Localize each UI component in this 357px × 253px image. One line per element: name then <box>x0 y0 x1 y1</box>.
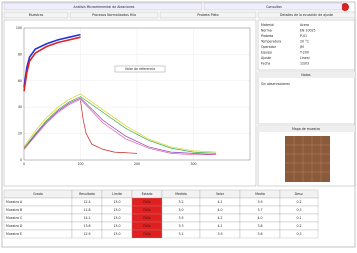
table-cell-text: 3.2 <box>178 200 183 204</box>
x-tick-label: 100 <box>77 162 83 166</box>
detail-value: Acero <box>300 23 309 27</box>
header-text: Análisis Microelemental de Aleaciones <box>74 5 135 9</box>
table-cell-text: 4.0 <box>257 216 262 220</box>
table-cell-text: Fallo <box>143 224 150 228</box>
table-header: Medida <box>175 192 187 196</box>
y-tick-label: 0 <box>20 158 22 162</box>
table-cell-text: 3.6 <box>257 232 262 236</box>
table-cell-text: 0.2 <box>296 224 301 228</box>
table-cell-text: 3.9 <box>217 232 222 236</box>
detail-value: 12/03 <box>300 62 309 66</box>
table-cell-text: 15.0 <box>113 232 120 236</box>
table-cell-text: 3.7 <box>257 208 262 212</box>
table-cell-text: 0.3 <box>296 208 301 212</box>
table-cell-text: Fallo <box>143 232 150 236</box>
table-cell-text: 3.1 <box>178 232 183 236</box>
x-tick-label: 0 <box>23 162 25 166</box>
notes-title: Notas <box>301 73 311 77</box>
subheader-text: Muestras <box>29 13 44 17</box>
close-icon[interactable] <box>341 3 349 11</box>
table-cell-text: 15.0 <box>113 208 120 212</box>
x-tick-label: 200 <box>134 162 140 166</box>
y-tick-label: 60 <box>18 79 22 83</box>
notes-text: Sin observaciones <box>261 82 290 86</box>
annotation: Valor de referencia <box>125 67 155 71</box>
table-header: Desv. <box>295 192 304 196</box>
detail-value: P-01 <box>300 34 307 38</box>
map-title: Mapa de muestra <box>292 127 320 131</box>
detail-value: 20 °C <box>300 40 310 44</box>
table-header: Grado <box>33 192 43 196</box>
table-cell-text: 4.0 <box>217 208 222 212</box>
row-label: Muestra A <box>6 200 23 204</box>
table-cell-text: 3.3 <box>178 224 183 228</box>
row-label: Muestra B <box>6 208 22 212</box>
detail-key: Temperatura <box>260 40 281 44</box>
detail-key: Ajuste <box>261 56 271 60</box>
table-cell-text: 13.6 <box>83 224 90 228</box>
table-cell-text: 0.3 <box>296 232 301 236</box>
table-cell-text: 3.9 <box>257 200 262 204</box>
y-tick-label: 100 <box>16 26 22 30</box>
table-header: Límite <box>112 192 122 196</box>
detail-key: Probeta <box>261 34 273 38</box>
detail-value: JM <box>299 45 304 49</box>
y-tick-label: 80 <box>18 52 22 56</box>
detail-key: Norma <box>261 29 272 33</box>
table-cell-text: 15.0 <box>113 216 120 220</box>
detail-value: EN 10025 <box>300 29 316 33</box>
table-header: Valor <box>216 192 225 196</box>
table-cell-text: 0.1 <box>296 216 301 220</box>
detail-key: Fecha <box>261 62 270 66</box>
y-tick-label: 40 <box>18 105 22 109</box>
table-cell-text: 4.1 <box>217 224 222 228</box>
table-cell-text: 0.2 <box>296 200 301 204</box>
table-cell-text: 12.4 <box>83 200 90 204</box>
y-tick-label: 20 <box>18 132 22 136</box>
row-label: Muestra D <box>6 224 23 228</box>
subheader-text: Probeta Plato <box>197 13 218 17</box>
table-cell-text: Fallo <box>143 208 150 212</box>
subheader-text: Detalles de la ecuación de ajuste <box>280 13 333 17</box>
detail-key: Equipo <box>261 51 272 55</box>
table-cell-text: 4.2 <box>217 216 222 220</box>
detail-key: Operador <box>261 45 277 49</box>
page: Análisis Microelemental de Aleaciones Con… <box>0 0 357 249</box>
row-label: Muestra E <box>6 232 22 236</box>
report: Análisis Microelemental de Aleaciones Con… <box>0 0 357 249</box>
table-header: Resultado <box>79 192 95 196</box>
detail-value: T-200 <box>299 51 309 55</box>
table-header: Estado <box>142 192 153 196</box>
table-header: Media <box>255 192 265 196</box>
table-cell-text: 15.0 <box>113 224 120 228</box>
table-cell-text: Fallo <box>143 216 150 220</box>
table-cell-text: 15.0 <box>113 200 120 204</box>
map-image <box>285 136 330 182</box>
table-cell-text: 3.0 <box>178 208 183 212</box>
table-cell-text: 3.5 <box>178 216 183 220</box>
table-cell-text: 3.8 <box>257 224 262 228</box>
table-cell-text: 11.8 <box>83 208 90 212</box>
detail-value: Lineal <box>300 56 310 60</box>
header-text: Consultas <box>266 5 282 9</box>
x-tick-label: 300 <box>190 162 196 166</box>
table-cell-text: Fallo <box>143 200 150 204</box>
row-label: Muestra C <box>6 216 23 220</box>
detail-key: Material <box>261 23 274 27</box>
table-cell-text: 12.9 <box>83 232 90 236</box>
table-cell-text: 14.1 <box>83 216 90 220</box>
subheader-text: Procesos Normalizados Hilo <box>92 13 136 17</box>
table-cell-text: 4.1 <box>217 200 222 204</box>
